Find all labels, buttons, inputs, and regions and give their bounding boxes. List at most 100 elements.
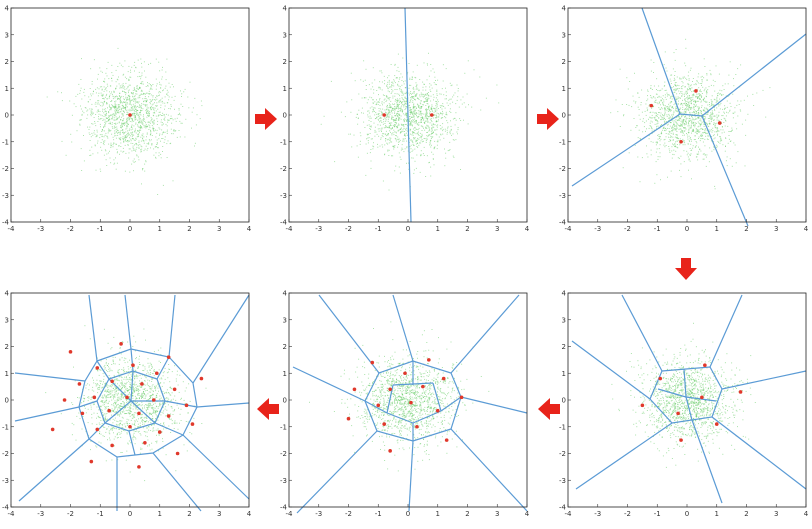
scatter-plot-1: -4 -3 -2 -1 0 1 2 3 4 4 3 2 1 0 -1 -2 -3 -4 [2, 5, 252, 234]
y-tick-label: 4 [283, 5, 288, 13]
x-tick-label: -1 [654, 225, 661, 233]
centroid-marker [346, 416, 351, 421]
centroids [50, 342, 204, 469]
y-tick-label: 2 [283, 343, 287, 351]
y-tick-label: 0 [5, 397, 9, 405]
scatter-plot-4: -4 -3 -2 -1 0 1 2 3 4 4 3 2 1 0 -1 -2 -3 -4 [559, 290, 809, 519]
x-tick-label: -3 [594, 510, 601, 518]
x-tick-label: 1 [436, 225, 440, 233]
centroid-marker [128, 113, 132, 117]
x-tick-label: -3 [594, 225, 601, 233]
y-tick-label: -4 [559, 219, 567, 227]
centroid-marker [409, 400, 413, 405]
centroid-marker [175, 451, 180, 456]
kmeans-panel-1: -4 -3 -2 -1 0 1 2 3 4 4 3 2 1 0 -1 -2 -3 -4 [2, 4, 255, 239]
centroid-marker [738, 390, 743, 394]
kmeans-panel-4: -4 -3 -2 -1 0 1 2 3 4 4 3 2 1 0 -1 -2 -3 -4 [559, 289, 812, 524]
x-tick-label: -3 [315, 510, 322, 518]
y-tick-label: -2 [559, 165, 566, 173]
left-arrow-icon [538, 398, 560, 420]
centroid-marker [703, 363, 707, 368]
centroid-marker [444, 438, 449, 442]
y-tick-label: 3 [562, 316, 566, 324]
x-tick-label: -2 [345, 510, 352, 518]
centroid-marker [717, 121, 722, 125]
x-tick-label: 2 [465, 225, 469, 233]
x-tick-label: 0 [685, 510, 689, 518]
arrow-left-1 [538, 398, 560, 424]
kmeans-panel-3: -4 -3 -2 -1 0 1 2 3 4 4 3 2 1 0 -1 -2 -3 -4 [559, 4, 812, 239]
y-tick-label: 1 [5, 85, 9, 93]
centroid-marker [382, 113, 386, 117]
x-tick-label: 3 [495, 510, 499, 518]
centroid-marker [125, 395, 129, 400]
x-tick-label: 0 [128, 225, 132, 233]
right-arrow-icon [255, 108, 277, 130]
x-tick-label: 3 [217, 510, 221, 518]
scatter-plot-5: -4 -3 -2 -1 0 1 2 3 4 4 3 2 1 0 -1 -2 -3 -4 [280, 290, 530, 519]
centroid-marker [50, 427, 55, 432]
y-tick-label: 3 [283, 31, 287, 39]
y-tick-label: 1 [562, 85, 566, 93]
x-tick-label: -4 [286, 510, 294, 518]
y-tick-label: -2 [2, 165, 9, 173]
centroid-marker [388, 387, 392, 392]
x-tick-label: 4 [804, 225, 809, 233]
x-tick-label: -1 [375, 225, 382, 233]
data-points [45, 325, 207, 482]
x-tick-label: -3 [37, 510, 44, 518]
x-tick-label: 4 [525, 510, 530, 518]
centroid-marker [89, 459, 94, 464]
centroid-marker [80, 411, 85, 416]
x-tick-label: 1 [715, 510, 719, 518]
x-tick-label: 2 [465, 510, 469, 518]
y-tick-label: -1 [280, 423, 287, 431]
y-tick-label: -4 [2, 504, 10, 512]
x-tick-label: -3 [315, 225, 322, 233]
y-tick-label: 0 [5, 112, 9, 120]
x-tick-label: 4 [247, 225, 252, 233]
y-tick-label: 0 [562, 397, 566, 405]
y-tick-label: -4 [2, 219, 10, 227]
kmeans-panel-6: -4 -3 -2 -1 0 1 2 3 4 4 3 2 1 0 -1 -2 -3 -4 [2, 289, 255, 524]
y-tick-label: -1 [2, 138, 9, 146]
centroid-marker [694, 89, 698, 93]
kmeans-panel-5: -4 -3 -2 -1 0 1 2 3 4 4 3 2 1 0 -1 -2 -3 -4 [280, 289, 533, 524]
centroid-marker [459, 395, 464, 400]
centroids [640, 363, 743, 442]
x-tick-label: 4 [525, 225, 530, 233]
data-points [320, 52, 500, 191]
x-tick-label: 1 [436, 510, 440, 518]
centroid-marker [649, 103, 654, 108]
y-tick-label: 4 [5, 5, 10, 13]
centroid-marker [199, 376, 204, 381]
x-tick-label: -2 [345, 225, 352, 233]
centroid-marker [152, 398, 156, 402]
centroid-marker [62, 398, 67, 402]
y-tick-label: -1 [559, 423, 566, 431]
centroid-marker [119, 342, 123, 346]
y-tick-label: 3 [5, 316, 9, 324]
down-arrow-icon [675, 258, 697, 280]
scatter-plot-3: -4 -3 -2 -1 0 1 2 3 4 4 3 2 1 0 -1 -2 -3 -4 [559, 5, 809, 234]
y-tick-label: -3 [2, 192, 9, 200]
x-tick-label: 3 [774, 510, 778, 518]
data-points [611, 322, 756, 468]
x-tick-label: -2 [624, 510, 631, 518]
centroid-marker [137, 465, 141, 469]
x-tick-label: 0 [685, 225, 689, 233]
y-tick-label: 4 [562, 290, 567, 298]
x-tick-label: -1 [654, 510, 661, 518]
right-arrow-icon [537, 108, 559, 130]
x-tick-label: 4 [247, 510, 252, 518]
y-tick-label: -2 [280, 165, 287, 173]
x-tick-label: -2 [67, 510, 74, 518]
centroid-marker [421, 384, 425, 389]
centroid-marker [143, 441, 147, 445]
centroid-marker [184, 403, 189, 408]
y-tick-label: 3 [283, 316, 287, 324]
data-points [46, 47, 203, 195]
centroid-marker [190, 422, 195, 426]
centroid-marker [676, 411, 680, 416]
centroid-marker [128, 424, 132, 429]
